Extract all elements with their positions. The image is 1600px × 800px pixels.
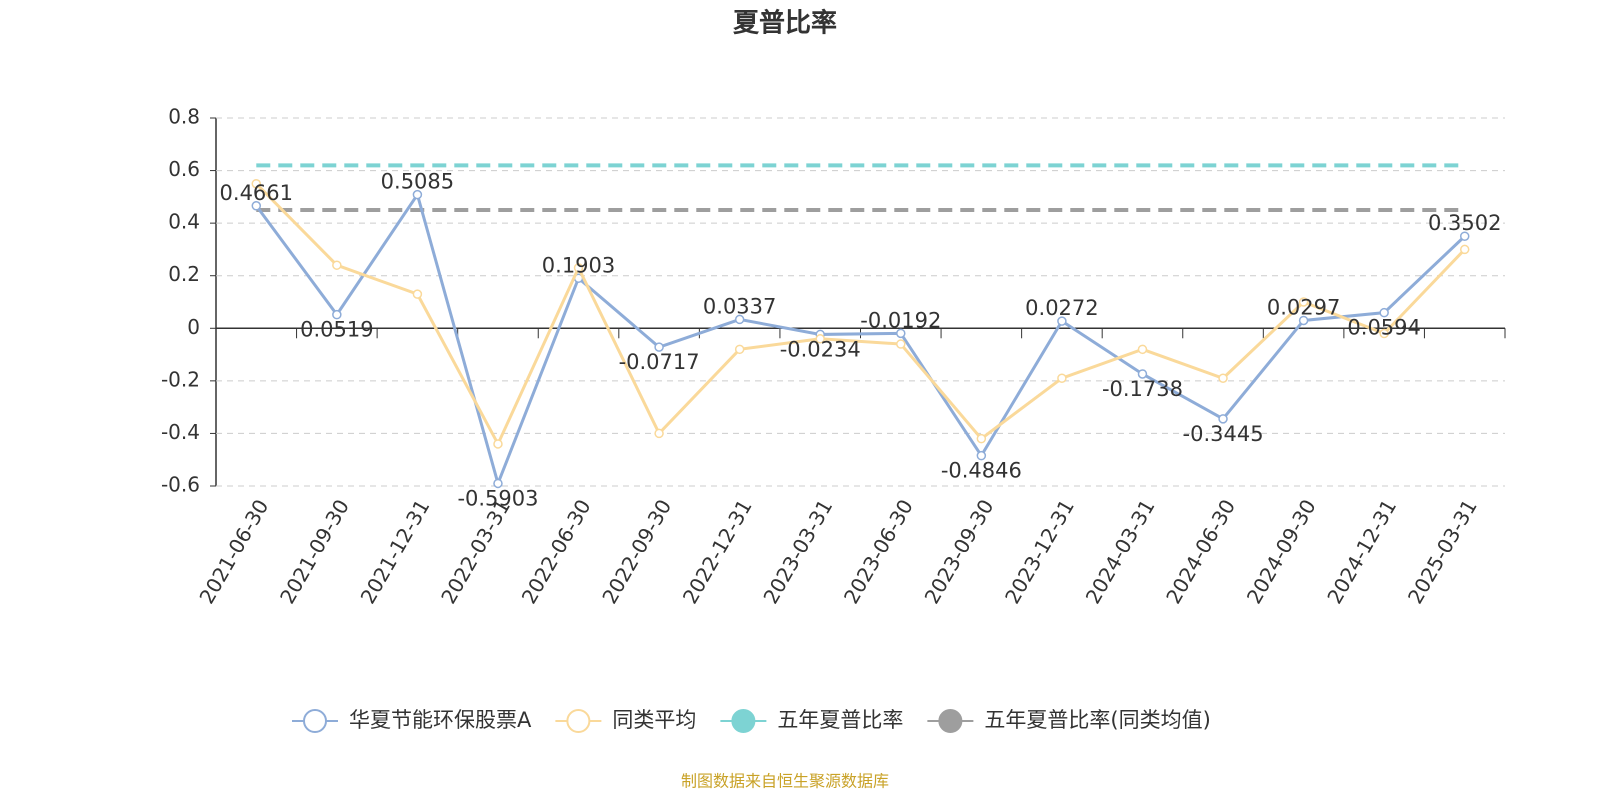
data-label: 0.0272	[1025, 296, 1098, 320]
point	[412, 189, 423, 200]
legend-icon	[566, 709, 591, 733]
legend-item: 同类平均	[555, 708, 696, 733]
point	[654, 428, 664, 439]
legend-item: 五年夏普比率(同类均值)	[927, 708, 1211, 733]
point	[976, 433, 987, 444]
point	[1459, 244, 1470, 255]
y-tick-label: 0.4	[168, 210, 200, 234]
data-label: -0.5903	[457, 486, 538, 510]
point	[1379, 307, 1389, 318]
legend-icon	[303, 709, 327, 733]
point	[412, 289, 423, 299]
y-tick-label: 0	[187, 315, 200, 339]
data-label: 0.1903	[542, 253, 615, 277]
y-tick-label: 0.6	[168, 157, 200, 181]
y-tick-label: -0.4	[161, 420, 200, 444]
data-label: 0.4661	[220, 181, 293, 205]
y-tick-label: -0.6	[161, 473, 200, 497]
x-tick-label: 2024-09-30	[1242, 495, 1321, 608]
point	[1298, 297, 1309, 307]
x-tick-label: 2022-09-30	[597, 495, 676, 608]
point	[1218, 373, 1228, 383]
y-tick-label: 0.8	[168, 105, 200, 129]
data-label: 0.0594	[1347, 316, 1420, 340]
point	[1057, 373, 1067, 383]
y-tick-label: 0.2	[168, 262, 200, 286]
point	[1137, 369, 1148, 379]
x-tick-label: 2023-06-30	[839, 495, 918, 608]
legend-label: 同类平均	[612, 708, 696, 732]
data-label: 0.3502	[1428, 211, 1501, 235]
x-tick-label: 2025-03-31	[1403, 495, 1482, 608]
point	[734, 314, 745, 325]
series-line	[255, 182, 1466, 448]
series-line	[255, 191, 1466, 489]
y-tick-label: -0.2	[161, 367, 200, 391]
legend-icon	[938, 709, 963, 733]
data-label: -0.0717	[619, 350, 700, 374]
x-tick-label: 2022-06-30	[517, 495, 596, 608]
point	[815, 334, 825, 344]
x-tick-label: 2024-03-31	[1081, 495, 1160, 608]
legend-icon	[731, 709, 756, 733]
point	[251, 201, 262, 211]
point	[332, 309, 342, 320]
data-label: -0.3445	[1183, 422, 1264, 446]
point	[976, 450, 987, 461]
data-label: -0.0234	[780, 337, 861, 361]
data-label: 0.0519	[300, 318, 373, 342]
point	[573, 263, 584, 273]
x-tick-label: 2023-12-31	[1000, 495, 1079, 608]
legend-item: 华夏节能环保股票A	[292, 708, 532, 733]
x-tick-label: 2021-12-31	[356, 495, 435, 608]
data-label: 0.0337	[703, 294, 776, 318]
point	[1057, 316, 1067, 326]
point	[493, 439, 503, 449]
x-tick-label: 2021-09-30	[275, 495, 354, 608]
x-tick-label: 2024-06-30	[1161, 495, 1240, 608]
x-tick-label: 2023-03-31	[758, 495, 837, 608]
x-tick-label: 2023-09-30	[920, 495, 999, 608]
data-label: -0.4846	[941, 459, 1022, 483]
source-note: 制图数据来自恒生聚源数据库	[681, 772, 889, 791]
point	[896, 328, 906, 339]
point	[896, 339, 906, 349]
x-tick-label: 2022-03-31	[436, 495, 515, 608]
data-label: -0.1738	[1102, 377, 1183, 401]
chart-title: 夏普比率	[733, 8, 837, 39]
data-label: -0.0192	[860, 308, 941, 332]
point	[251, 178, 262, 189]
legend-label: 五年夏普比率(同类均值)	[984, 708, 1210, 732]
legend-label: 五年夏普比率	[777, 708, 903, 732]
point	[1379, 328, 1389, 339]
x-tick-label: 2022-12-31	[678, 495, 757, 608]
legend-item: 五年夏普比率	[720, 708, 903, 733]
x-tick-label: 2021-06-30	[194, 495, 273, 608]
point	[1459, 231, 1470, 241]
point	[1218, 414, 1228, 424]
legend-label: 华夏节能环保股票A	[349, 708, 532, 732]
data-label: 0.5085	[381, 170, 454, 194]
point	[1298, 315, 1309, 326]
point	[734, 344, 745, 355]
point	[493, 478, 503, 489]
point	[654, 342, 664, 352]
data-label: 0.0297	[1267, 295, 1340, 319]
point	[1137, 344, 1148, 355]
x-tick-label: 2024-12-31	[1322, 495, 1401, 608]
point	[332, 260, 342, 270]
